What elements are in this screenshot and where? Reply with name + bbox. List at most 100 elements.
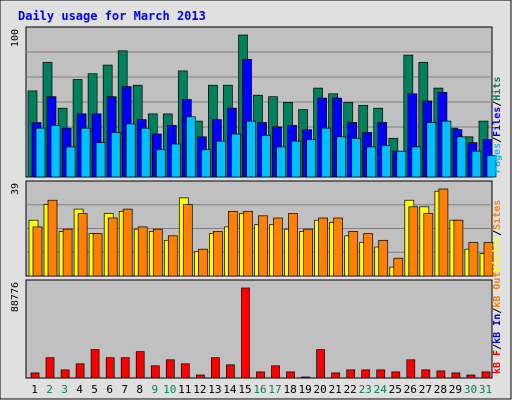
- bar-pages-day-27: [426, 122, 437, 178]
- x-tick-label: 26: [404, 383, 417, 396]
- bar-pages-day-22: [351, 137, 362, 178]
- bar-pages-day-9: [155, 149, 166, 178]
- y-max-label: 39: [10, 183, 21, 195]
- x-tick-label: 25: [389, 383, 402, 396]
- bar-pages-day-29: [456, 136, 467, 178]
- bar-kb-f-day-2: [45, 357, 55, 379]
- bar-sites-day-26: [408, 206, 419, 277]
- bar-sites-day-18: [288, 213, 298, 277]
- bar-kb-f-day-31: [481, 371, 491, 379]
- bar-kb-f-day-4: [75, 363, 85, 379]
- bar-pages-day-17: [276, 146, 286, 178]
- series-kb-f: [30, 287, 491, 379]
- legend-visits-sites: Visits/Sites: [491, 200, 503, 272]
- bar-kb-f-day-5: [90, 349, 100, 379]
- bar-pages-day-23: [366, 146, 377, 178]
- bar-kb-f-day-25: [391, 371, 401, 379]
- bar-kb-f-day-16: [256, 371, 265, 379]
- bar-kb-f-day-1: [30, 372, 40, 379]
- bar-sites-day-9: [152, 228, 163, 277]
- x-tick-label: 6: [106, 383, 113, 396]
- bar-pages-day-5: [95, 142, 106, 178]
- bar-pages-day-1: [35, 127, 46, 178]
- bar-sites-day-29: [453, 219, 464, 277]
- x-tick-label: 13: [208, 383, 221, 396]
- bar-pages-day-30: [471, 150, 482, 178]
- bar-kb-f-day-9: [150, 365, 160, 379]
- x-tick-label: 9: [151, 383, 158, 396]
- legend-entry: Sites: [491, 200, 503, 230]
- bar-sites-day-1: [32, 226, 43, 277]
- bar-kb-f-day-14: [226, 364, 235, 379]
- legend-entry: Hits: [491, 77, 503, 101]
- bar-pages-day-21: [336, 136, 346, 178]
- bar-kb-f-day-26: [406, 359, 416, 379]
- bar-pages-day-25: [396, 150, 407, 178]
- bar-sites-day-31: [483, 242, 494, 277]
- bar-sites-day-23: [363, 233, 374, 277]
- bar-pages-day-26: [411, 146, 422, 178]
- bar-sites-day-27: [423, 213, 434, 277]
- x-tick-label: 21: [329, 383, 342, 396]
- panel-visits-sites: 39 Visits/Sites: [10, 180, 503, 277]
- bar-kb-f-day-23: [361, 369, 371, 379]
- bar-kb-f-day-28: [436, 370, 446, 379]
- legend-entry: Visits: [491, 236, 503, 272]
- bar-sites-day-17: [273, 217, 283, 277]
- bar-kb-f-day-29: [451, 372, 461, 379]
- bar-kb-f-day-18: [286, 371, 295, 379]
- x-tick-label: 10: [163, 383, 176, 396]
- bar-kb-f-day-30: [466, 374, 476, 379]
- y-max-label: 88776: [10, 282, 21, 312]
- bar-sites-day-7: [122, 208, 133, 277]
- x-tick-label: 12: [193, 383, 206, 396]
- bar-sites-day-19: [303, 228, 313, 277]
- bar-kb-f-day-10: [165, 359, 175, 379]
- bar-kb-f-day-21: [331, 372, 340, 379]
- x-tick-label: 8: [136, 383, 143, 396]
- bar-pages-day-4: [80, 127, 91, 178]
- bar-pages-day-10: [170, 143, 181, 178]
- bar-kb-f-day-20: [316, 349, 325, 379]
- bar-kb-f-day-15: [241, 287, 250, 379]
- bar-pages-day-2: [50, 125, 61, 178]
- bar-pages-day-15: [246, 120, 256, 178]
- x-tick-label: 30: [464, 383, 477, 396]
- x-tick-label: 11: [178, 383, 191, 396]
- bar-pages-day-28: [441, 120, 452, 178]
- legend-entry: /: [492, 344, 503, 350]
- legend-entry: /: [492, 230, 503, 236]
- bar-pages-day-3: [65, 146, 76, 178]
- x-tick-label: 3: [61, 383, 68, 396]
- bar-kb-f-day-17: [271, 365, 280, 379]
- bar-kb-f-day-12: [196, 374, 205, 379]
- bar-pages-day-16: [261, 135, 271, 178]
- x-tick-label: 17: [268, 383, 281, 396]
- legend-entry: kB F: [492, 350, 503, 374]
- bar-sites-day-30: [468, 242, 479, 277]
- series-sites: [32, 188, 494, 277]
- x-tick-label: 4: [76, 383, 83, 396]
- bar-pages-day-14: [231, 133, 241, 178]
- legend-entry: /: [492, 137, 503, 143]
- legend-entry: kB Out: [492, 272, 503, 308]
- bar-sites-day-25: [393, 257, 404, 277]
- x-tick-label: 19: [298, 383, 311, 396]
- bar-sites-day-6: [107, 217, 118, 277]
- bar-sites-day-16: [258, 215, 268, 277]
- bar-pages-day-19: [306, 139, 316, 178]
- bar-sites-day-28: [438, 188, 449, 277]
- bar-pages-day-13: [216, 140, 226, 178]
- bar-kb-f-day-6: [105, 357, 115, 379]
- bar-sites-day-24: [378, 239, 389, 277]
- series-pages: [35, 116, 497, 178]
- chart-title: Daily usage for March 2013: [18, 9, 206, 23]
- bar-sites-day-11: [182, 204, 193, 277]
- x-tick-label: 29: [449, 383, 462, 396]
- bar-pages-day-24: [381, 145, 392, 178]
- x-tick-label: 5: [91, 383, 98, 396]
- bar-pages-day-6: [110, 132, 121, 178]
- x-tick-label: 7: [121, 383, 128, 396]
